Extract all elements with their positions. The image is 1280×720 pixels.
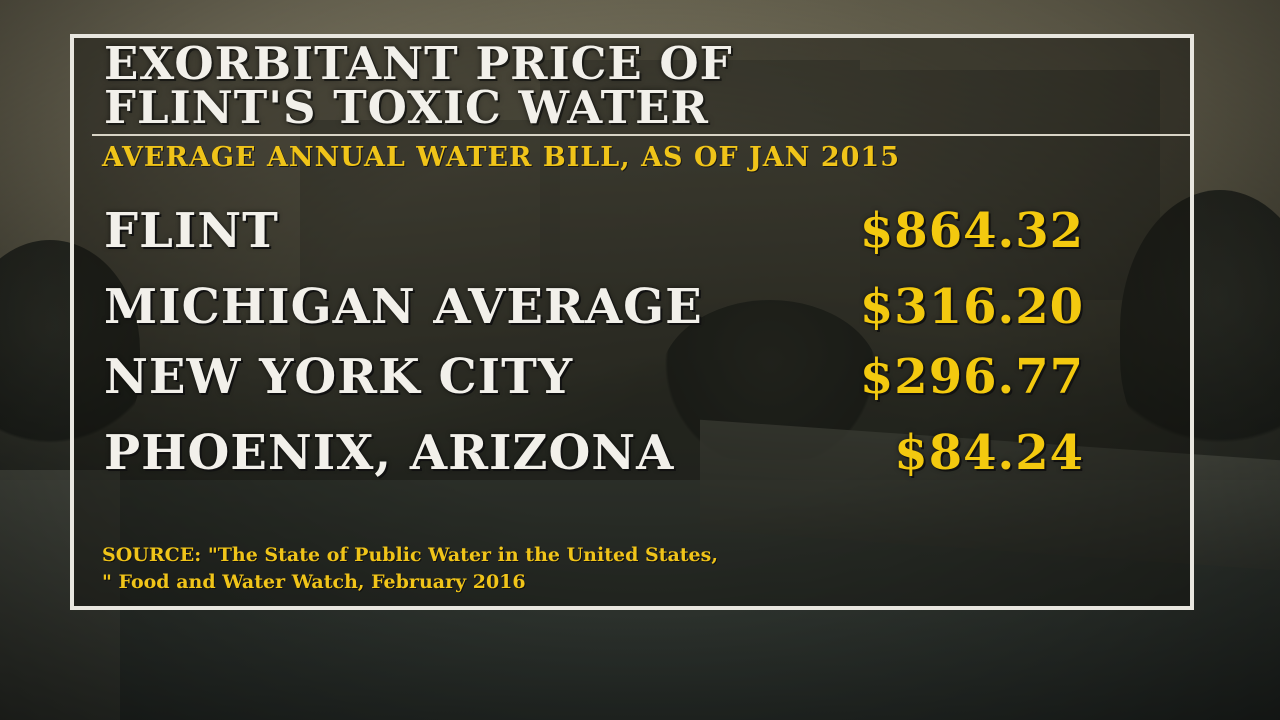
graphic-subtitle: AVERAGE ANNUAL WATER BILL, AS OF JAN 201… (102, 142, 900, 173)
price-row-michigan-average: MICHIGAN AVERAGE $316.20 (104, 274, 1084, 340)
price-row-new-york-city: NEW YORK CITY $296.77 (104, 344, 1084, 410)
price-row-flint: FLINT $864.32 (104, 198, 1084, 264)
source-line-2: " Food and Water Watch, February 2016 (102, 571, 526, 593)
info-panel: EXORBITANT PRICE OF FLINT'S TOXIC WATER … (70, 34, 1194, 610)
title-divider (92, 134, 1190, 136)
row-value: $84.24 (894, 425, 1084, 481)
title-line-2: FLINT'S TOXIC WATER (104, 81, 709, 134)
price-row-phoenix-arizona: PHOENIX, ARIZONA $84.24 (104, 420, 1084, 486)
row-label: NEW YORK CITY (104, 349, 574, 405)
row-label: FLINT (104, 203, 279, 259)
row-label: MICHIGAN AVERAGE (104, 279, 703, 335)
title-line-1: EXORBITANT PRICE OF (104, 37, 733, 90)
row-value: $864.32 (859, 203, 1084, 259)
row-value: $316.20 (859, 279, 1084, 335)
source-citation: SOURCE: "The State of Public Water in th… (102, 542, 862, 596)
row-label: PHOENIX, ARIZONA (104, 425, 675, 481)
graphic-title: EXORBITANT PRICE OF FLINT'S TOXIC WATER (104, 41, 733, 130)
row-value: $296.77 (859, 349, 1084, 405)
source-line-1: SOURCE: "The State of Public Water in th… (102, 544, 718, 566)
